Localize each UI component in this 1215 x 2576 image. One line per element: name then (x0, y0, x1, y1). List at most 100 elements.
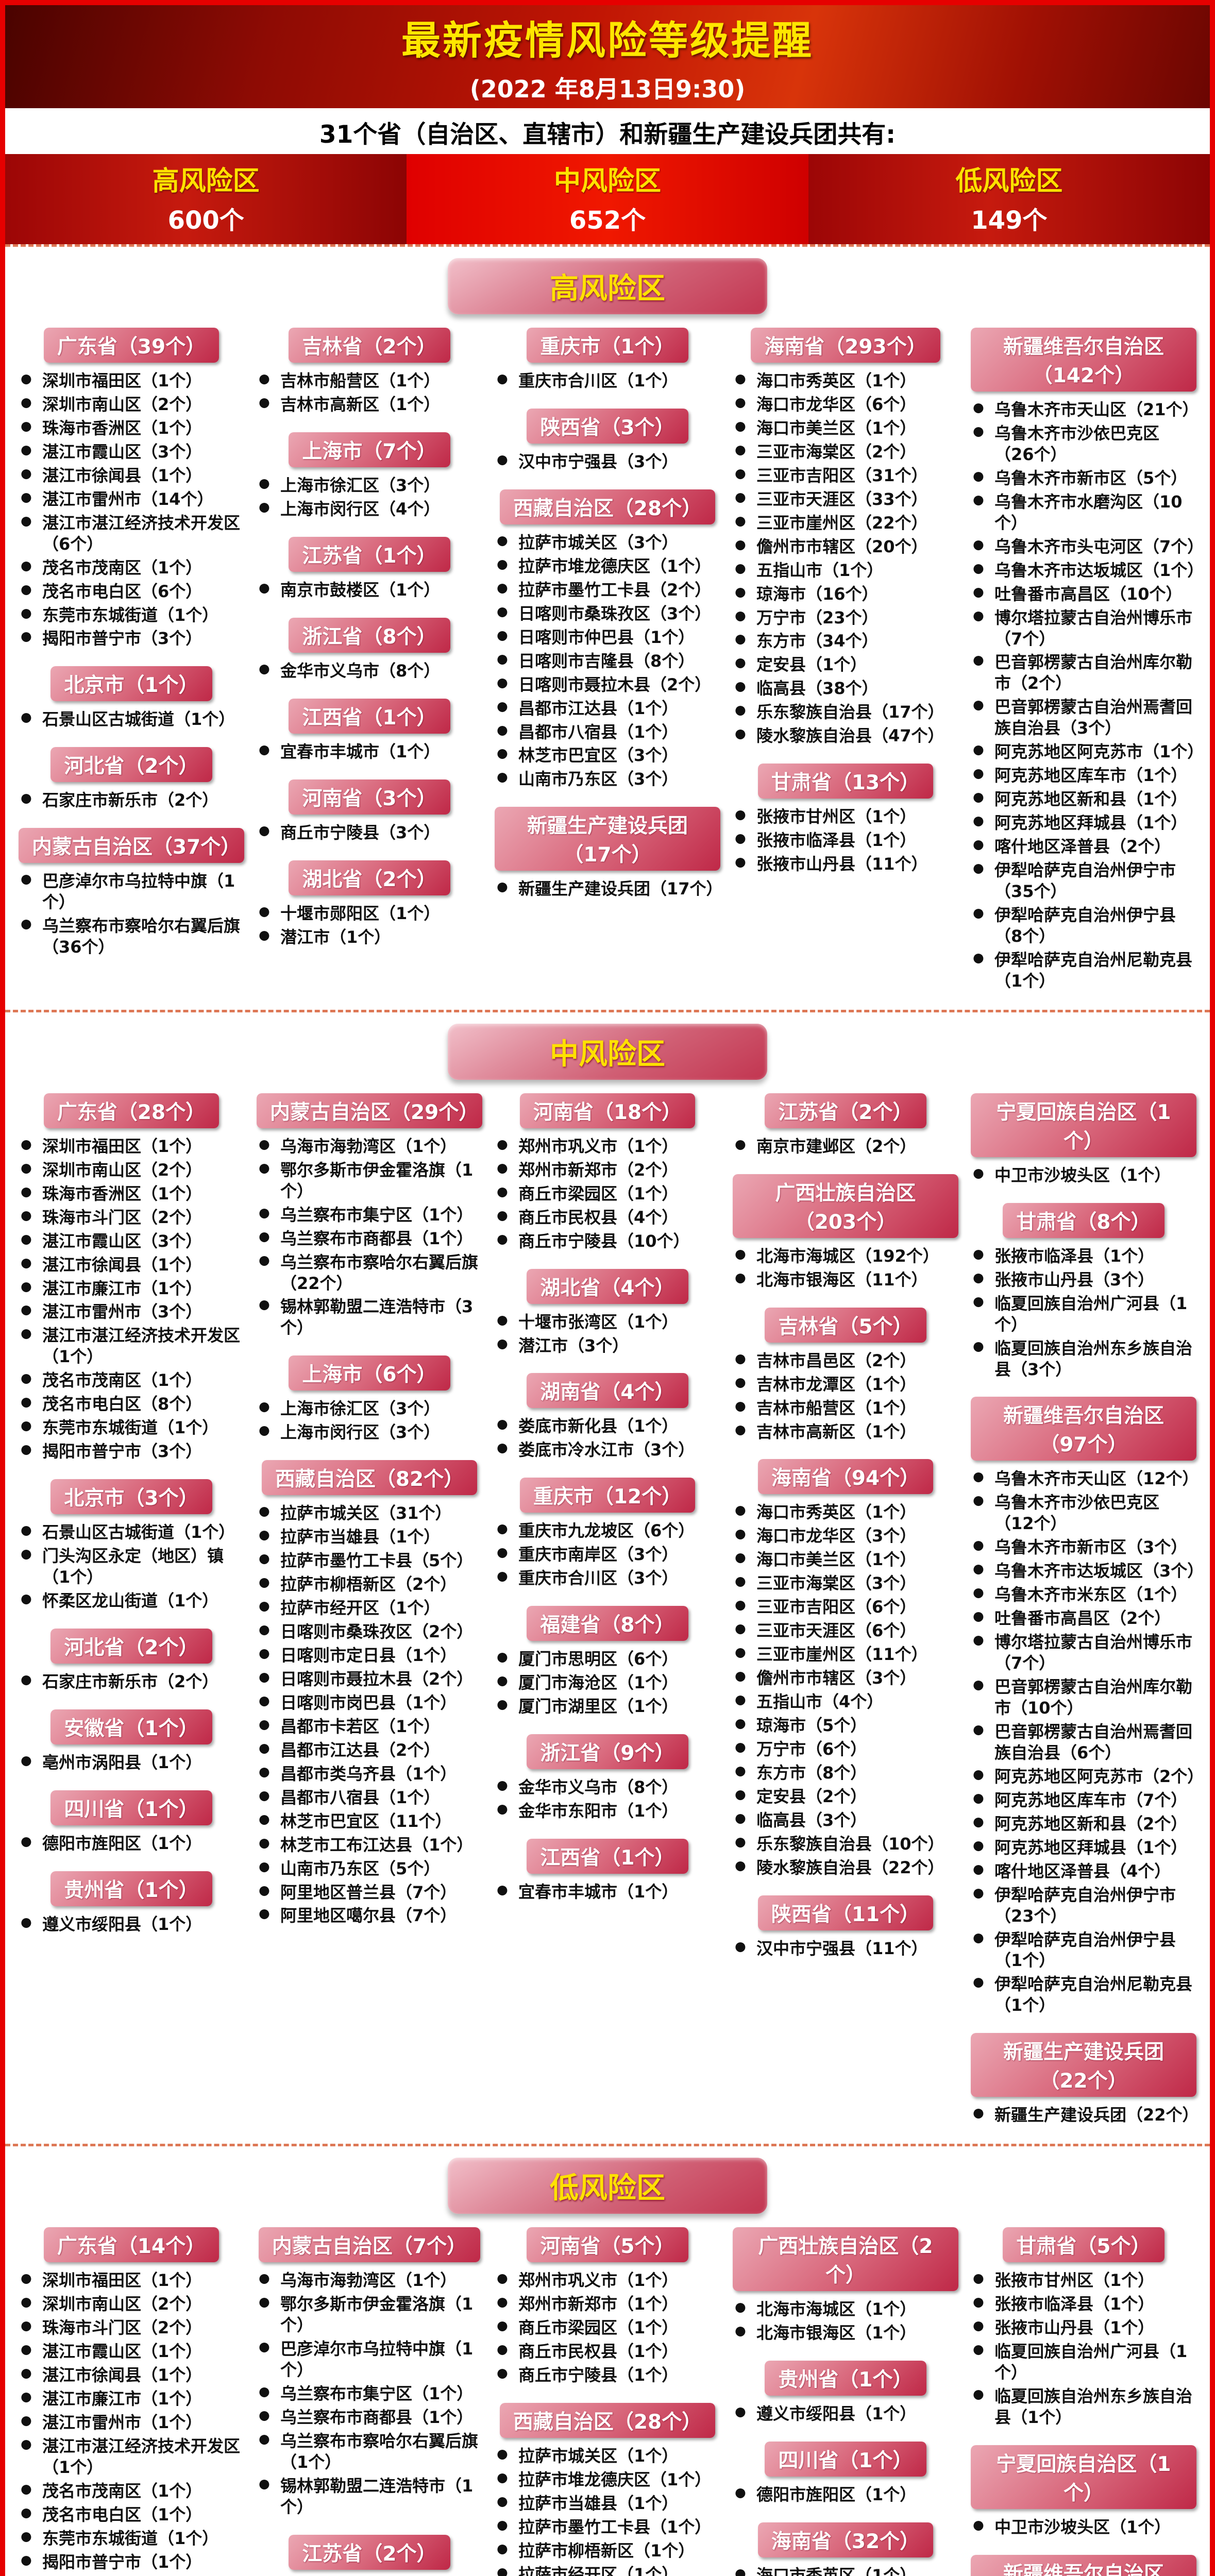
province-header: 江苏省（2个） (289, 2534, 450, 2570)
region-item: 商丘市梁园区（1个） (495, 2317, 720, 2338)
region-list: 海口市秀英区（1个）海口市龙华区（1个）海口市美兰区（1个）三亚市海棠区（1个）… (733, 2563, 958, 2576)
region-item: 阿里地区噶尔县（7个） (257, 1905, 482, 1926)
region-item: 昌都市江达县（1个） (495, 698, 720, 719)
province-header: 海南省（293个） (751, 328, 940, 363)
province-block: 西藏自治区（28个） 拉萨市城关区（1个）拉萨市堆龙德庆区（1个） 拉萨市当雄县（1… (495, 2403, 720, 2576)
region-item: 金华市东阳市（1个） (495, 1801, 720, 1822)
province-header: 贵州省（1个） (765, 2361, 926, 2396)
region-item: 鄂尔多斯市伊金霍洛旗（1个） (257, 2294, 482, 2336)
section-columns: 广东省（39个） 深圳市福田区（1个）深圳市南山区（2个） 珠海市香洲区（1个） 湛江… (19, 328, 1204, 994)
region-item: 阿克苏地区阿克苏市（2个） (971, 1766, 1204, 1787)
region-item: 深圳市南山区（2个） (19, 2294, 244, 2315)
column: 广东省（28个） 深圳市福田区（1个） 深圳市南山区（2个）珠海市香洲区（1个）珠海… (19, 1093, 244, 1938)
province-header: 重庆市（1个） (527, 328, 688, 363)
region-list: 上海市徐汇区（3个） 上海市闵行区（3个） (257, 1396, 482, 1446)
region-item: 汉中市宁强县（3个） (495, 451, 720, 472)
region-list: 商丘市宁陵县（3个） (257, 820, 482, 846)
region-list: 巴彦淖尔市乌拉特中旗（1个）乌兰察布市察哈尔右翼后旗（36个） (19, 868, 244, 960)
region-item: 临夏回族自治州广河县（1个） (971, 2341, 1196, 2383)
region-list: 乌鲁木齐市天山区（21个） 乌鲁木齐市沙依巴克区（26个） 乌鲁木齐市新市区（5个）… (971, 397, 1204, 994)
region-item: 锡林郭勒盟二连浩特市（3个） (257, 1296, 482, 1338)
region-item: 定安县（2个） (733, 1786, 958, 1807)
region-list: 德阳市旌阳区（1个） (19, 1831, 244, 1857)
region-item: 定安县（1个） (733, 654, 958, 675)
region-item: 乌兰察布市察哈尔右翼后旗（22个） (257, 1252, 482, 1294)
region-item: 伊犁哈萨克自治州尼勒克县（1个） (971, 950, 1196, 992)
province-block: 海南省（32个） 海口市秀英区（1个）海口市龙华区（1个）海口市美兰区（1个）三亚… (733, 2522, 958, 2576)
column: 新疆维吾尔自治区（142个） 乌鲁木齐市天山区（21个） 乌鲁木齐市沙依巴克区（26… (971, 328, 1204, 994)
region-item: 乌鲁木齐市新市区（3个） (971, 1537, 1196, 1558)
province-header: 吉林省（5个） (765, 1307, 926, 1343)
region-item: 日喀则市聂拉木县（2个） (257, 1669, 482, 1690)
region-item: 阿里地区普兰县（7个） (257, 1882, 482, 1903)
region-item: 东方市（8个） (733, 1762, 958, 1784)
region-item: 伊犁哈萨克自治州伊宁县（1个） (971, 1929, 1196, 1972)
region-item: 乌鲁木齐市水磨沟区（10个） (971, 492, 1196, 534)
region-item: 商丘市宁陵县（3个） (257, 822, 482, 843)
region-item: 湛江市湛江经济技术开发区（6个） (19, 513, 244, 555)
region-list: 吉林市昌邑区（2个） 吉林市龙潭区（1个） 吉林市船营区（1个）吉林市高新区（1个） (733, 1348, 958, 1445)
region-item: 吉林市昌邑区（2个） (733, 1350, 958, 1371)
region-item: 东方市（34个） (733, 631, 958, 652)
region-item: 上海市闵行区（3个） (257, 1422, 482, 1443)
province-header: 河南省（3个） (289, 779, 450, 815)
province-header: 湖北省（4个） (527, 1268, 688, 1304)
region-item: 拉萨市堆龙德庆区（1个） (495, 2469, 720, 2490)
summary-cell-mid: 中风险区 652个 (407, 154, 808, 244)
region-item: 石家庄市新乐市（2个） (19, 790, 244, 811)
region-list: 石家庄市新乐市（2个） (19, 1669, 244, 1695)
region-item: 日喀则市桑珠孜区（3个） (495, 603, 720, 624)
region-item: 重庆市九龙坡区（6个） (495, 1520, 720, 1541)
region-list: 十堰市张湾区（1个）潜江市（3个） (495, 1309, 720, 1359)
province-header: 安徽省（1个） (50, 1709, 212, 1744)
region-item: 巴音郭楞蒙古自治州库尔勒市（10个） (971, 1676, 1196, 1719)
region-item: 德阳市旌阳区（1个） (19, 1833, 244, 1854)
region-item: 拉萨市城关区（1个） (495, 2446, 720, 2467)
region-item: 茂名市茂南区（1个） (19, 557, 244, 579)
province-header: 湖北省（2个） (289, 860, 450, 895)
region-item: 吉林市龙潭区（1个） (733, 1374, 958, 1395)
column: 宁夏回族自治区（1个） 中卫市沙坡头区（1个） 甘肃省（8个） 张掖市临泽县（1个）张… (971, 1093, 1204, 2129)
region-item: 厦门市思明区（6个） (495, 1649, 720, 1670)
region-item: 海口市秀英区（1个） (733, 2565, 958, 2576)
province-block: 重庆市（1个） 重庆市合川区（1个） (495, 328, 720, 394)
region-item: 乌鲁木齐市新市区（5个） (971, 468, 1196, 489)
region-item: 商丘市梁园区（1个） (495, 1183, 720, 1205)
region-item: 万宁市（6个） (733, 1739, 958, 1760)
column: 河南省（18个）郑州市巩义市（1个）郑州市新郑市（2个）商丘市梁园区（1个）商丘… (495, 1093, 720, 1905)
region-list: 德阳市旌阳区（1个） (733, 2482, 958, 2508)
region-item: 汉中市宁强县（11个） (733, 1938, 958, 1959)
province-block: 西藏自治区（28个） 拉萨市城关区（3个） 拉萨市堆龙德庆区（1个） 拉萨市墨竹工卡县… (495, 489, 720, 792)
region-item: 郑州市新郑市（1个） (495, 2294, 720, 2315)
region-item: 乌鲁木齐市达坂城区（1个） (971, 560, 1204, 581)
region-item: 金华市义乌市（8个） (495, 1777, 720, 1798)
province-block: 福建省（8个） 厦门市思明区（6个）厦门市海沧区（1个） 厦门市湖里区（1个） (495, 1606, 720, 1720)
province-block: 甘肃省（5个） 张掖市甘州区（1个） 张掖市临泽县（1个）张掖市山丹县（1个） 临夏回… (971, 2227, 1196, 2431)
region-item: 拉萨市经开区（1个） (495, 2564, 720, 2576)
region-item: 潜江市（3个） (495, 1335, 720, 1357)
region-item: 湛江市徐闻县（1个） (19, 465, 244, 486)
column: 海南省（293个） 海口市秀英区（1个）海口市龙华区（6个） 海口市美兰区（1个） 三… (733, 328, 958, 877)
region-item: 上海市徐汇区（3个） (257, 1398, 482, 1419)
province-block: 内蒙古自治区（37个） 巴彦淖尔市乌拉特中旗（1个）乌兰察布市察哈尔右翼后旗（36… (19, 828, 244, 960)
summary-label-low: 低风险区 (955, 166, 1063, 197)
section-banner-high: 高风险区 (448, 258, 767, 314)
province-block: 宁夏回族自治区（1个） 中卫市沙坡头区（1个） (971, 2445, 1196, 2540)
region-item: 陵水黎族自治县（47个） (733, 725, 958, 747)
region-list: 张掖市临泽县（1个）张掖市山丹县（3个）临夏回族自治州广河县（1个）临夏回族自治… (971, 1243, 1196, 1383)
province-block: 重庆市（12个） 重庆市九龙坡区（6个） 重庆市南岸区（3个） 重庆市合川区（3个） (495, 1478, 720, 1591)
province-block: 浙江省（9个） 金华市义乌市（8个） 金华市东阳市（1个） (495, 1734, 720, 1824)
region-item: 海口市美兰区（1个） (733, 418, 958, 439)
region-item: 张掖市山丹县（3个） (971, 1269, 1196, 1291)
region-item: 宜春市丰城市（1个） (495, 1882, 720, 1903)
region-list: 金华市义乌市（8个） (257, 658, 482, 684)
province-header: 河南省（18个） (519, 1093, 696, 1128)
province-block: 海南省（94个） 海口市秀英区（1个） 海口市龙华区（3个）海口市美兰区（1个） 三亚… (733, 1459, 958, 1880)
region-item: 门头沟区永定（地区）镇（1个） (19, 1546, 244, 1588)
region-item: 乌兰察布市察哈尔右翼后旗（36个） (19, 916, 244, 958)
province-block: 宁夏回族自治区（1个） 中卫市沙坡头区（1个） (971, 1093, 1196, 1189)
region-item: 乌鲁木齐市沙依巴克区（26个） (971, 423, 1196, 465)
region-item: 五指山市（1个） (733, 560, 958, 581)
